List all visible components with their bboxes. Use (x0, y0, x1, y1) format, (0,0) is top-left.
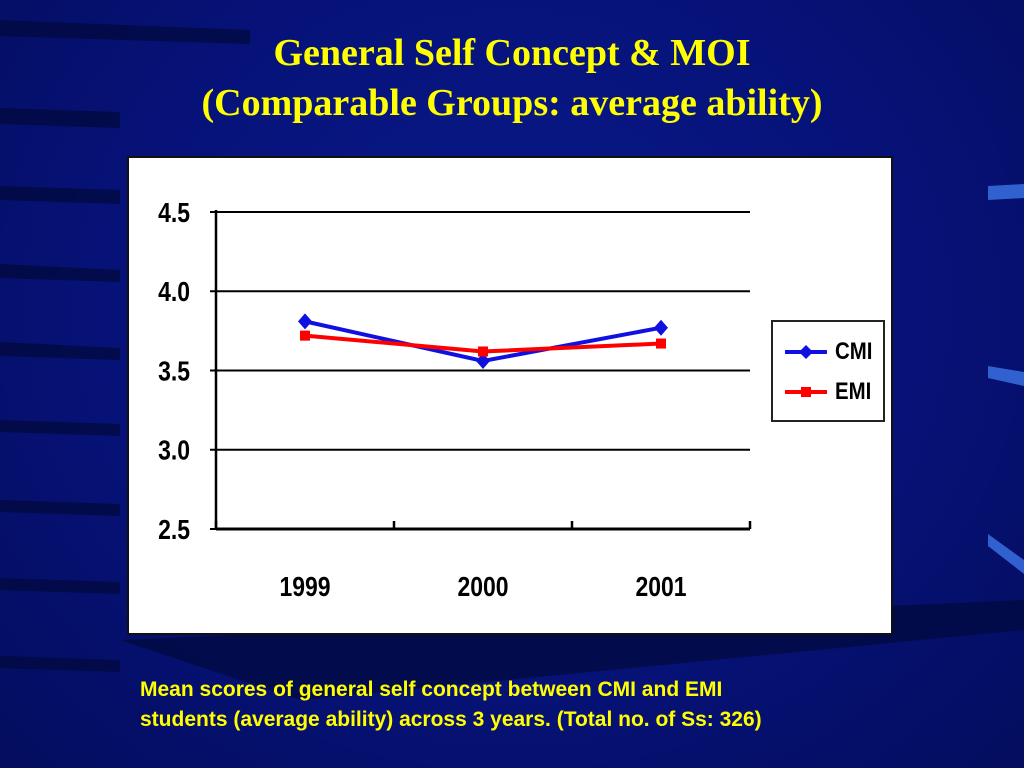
data-point-cmi (654, 319, 668, 336)
x-tick-label: 2000 (457, 572, 508, 603)
chart-panel: 4.5 4.0 3.5 3.0 2.5 1999 2000 2001 CMI EMI (127, 156, 893, 635)
chart-caption: Mean scores of general self concept betw… (140, 675, 960, 735)
chart-legend: CMI EMI (771, 320, 885, 422)
slide-title: General Self Concept & MOI (Comparable G… (0, 28, 1024, 128)
data-point-emi (300, 330, 310, 341)
y-tick-label: 3.0 (158, 436, 190, 467)
title-line-1: General Self Concept & MOI (273, 32, 751, 74)
legend-swatch-cmi (783, 337, 829, 367)
legend-item-emi: EMI (783, 377, 878, 407)
data-point-cmi (476, 352, 490, 369)
data-point-emi (656, 338, 666, 349)
caption-line-1: Mean scores of general self concept betw… (140, 678, 723, 701)
legend-label-emi: EMI (835, 378, 872, 405)
line-chart: 4.5 4.0 3.5 3.0 2.5 1999 2000 2001 (158, 198, 752, 603)
caption-line-2: students (average ability) across 3 year… (140, 708, 762, 731)
data-point-emi (478, 346, 488, 357)
y-tick-label: 3.5 (158, 356, 190, 387)
title-line-2: (Comparable Groups: average ability) (201, 82, 823, 124)
legend-swatch-emi (783, 377, 829, 407)
legend-label-cmi: CMI (835, 338, 873, 365)
legend-item-cmi: CMI (783, 337, 879, 367)
y-tick-label: 4.0 (158, 277, 190, 308)
x-tick-label: 2001 (635, 572, 686, 603)
data-point-cmi (298, 313, 312, 330)
y-tick-label: 2.5 (158, 515, 190, 546)
y-tick-label: 4.5 (158, 198, 190, 229)
x-tick-label: 1999 (279, 572, 330, 603)
